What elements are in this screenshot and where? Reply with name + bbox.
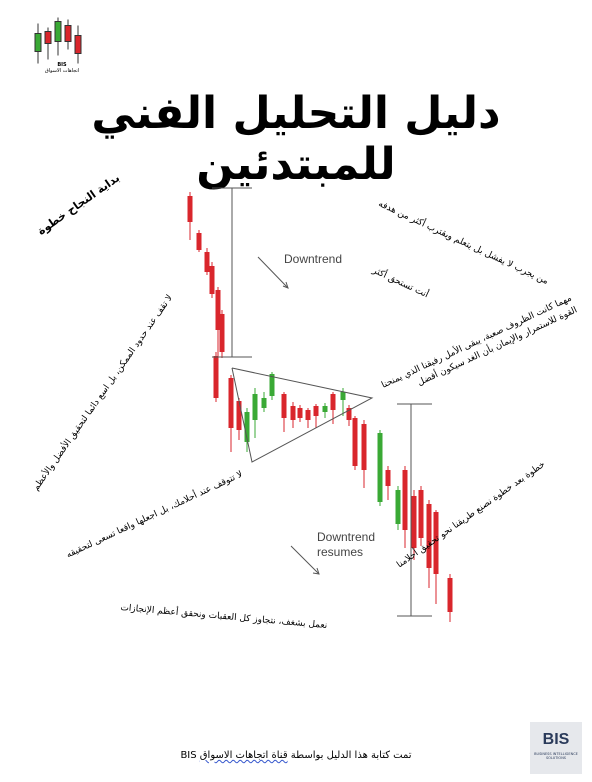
candle (402, 466, 408, 548)
footer-channel: قناة اتجاهات الاسواق (199, 750, 288, 761)
candle (395, 486, 401, 530)
arrow-resumes-head (312, 567, 320, 575)
candle (340, 388, 346, 416)
candle (204, 248, 210, 275)
candle (261, 392, 267, 412)
triangle-pattern (231, 367, 374, 463)
candle (346, 405, 352, 426)
candle (228, 375, 234, 452)
candle (411, 490, 417, 560)
candlestick-logo-icon (34, 17, 82, 64)
candle (447, 574, 453, 622)
candle (213, 352, 219, 402)
candle (187, 192, 193, 240)
candle (209, 262, 215, 298)
annotation-lines (212, 187, 432, 617)
bis-badge-sub: BUSINESS INTELLIGENCE SOLUTIONS (534, 752, 578, 760)
arrow-downtrend (257, 256, 289, 289)
downtrend-resumes-label-1: Downtrend (317, 530, 376, 544)
candle (305, 408, 311, 428)
footer-prefix: تمت كتابة هذا الدليل بواسطة (290, 750, 412, 761)
arrow-resumes (290, 545, 320, 575)
candlesticks (187, 192, 453, 622)
candle (196, 230, 202, 252)
candle (361, 420, 367, 488)
bis-badge-text: BIS (542, 731, 570, 748)
candle (352, 416, 358, 470)
candle (385, 466, 391, 500)
candle (426, 500, 432, 588)
candle (433, 510, 439, 604)
candle (215, 287, 221, 356)
downtrend-resumes-label-2: resumes (317, 545, 364, 559)
page-title: دليل التحليل الفني للمبتدئين (91, 88, 501, 190)
logo-caption-en: BIS (57, 62, 67, 68)
arrow-downtrend-head (282, 281, 289, 289)
candle (236, 398, 242, 440)
candle (313, 404, 319, 428)
candle (219, 310, 225, 358)
candle (297, 405, 303, 422)
footer-brand: BIS (180, 750, 197, 761)
footer-credit: تمت كتابة هذا الدليل بواسطة قناة اتجاهات… (0, 750, 592, 761)
downtrend-label: Downtrend (284, 252, 343, 266)
candle (281, 392, 287, 432)
candle (244, 408, 250, 452)
candle (252, 388, 258, 438)
candle (377, 430, 383, 506)
candle (322, 403, 328, 418)
candle (290, 402, 296, 428)
logo-caption-ar: اتجاهات الاسواق (44, 68, 80, 74)
bis-badge (530, 722, 582, 774)
candle (418, 486, 424, 546)
logo-caption: BIS اتجاهات الاسواق (22, 62, 102, 74)
